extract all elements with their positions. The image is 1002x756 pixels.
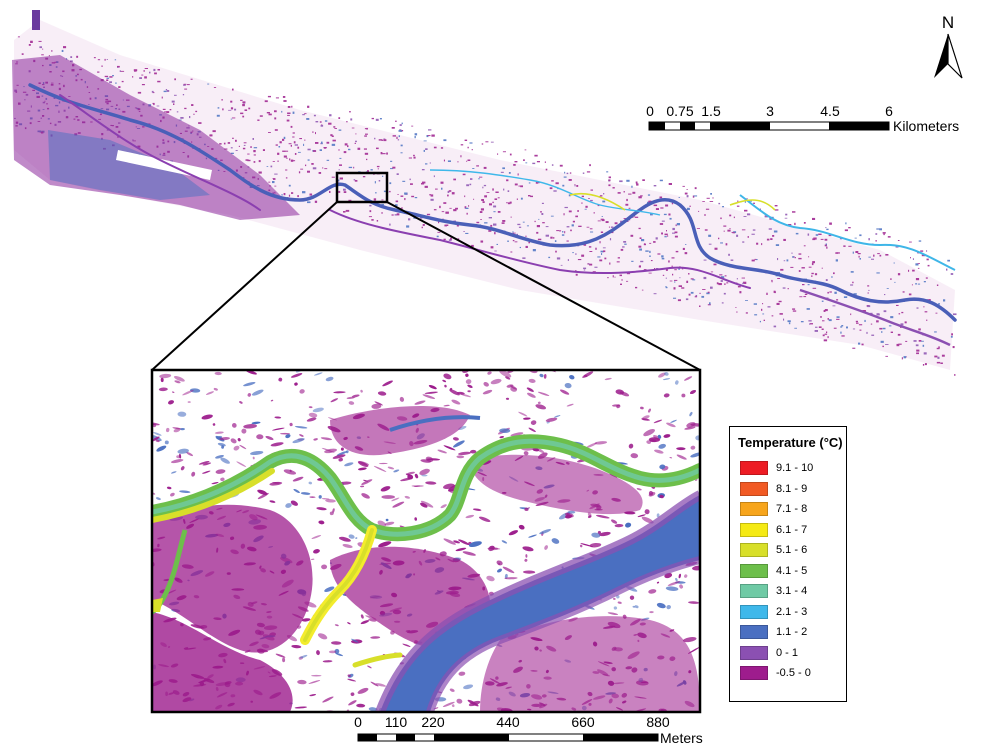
overview-west-block-blue xyxy=(48,130,210,200)
overview-secondary-channel xyxy=(59,94,751,289)
legend-item: 6.1 - 7 xyxy=(738,520,846,541)
legend-swatch xyxy=(740,584,768,599)
overview-main-channel xyxy=(28,83,957,322)
inset-map xyxy=(150,368,702,714)
inset-patch-2 xyxy=(152,612,293,712)
legend-label: 2.1 - 3 xyxy=(776,605,808,618)
inset-frame xyxy=(150,368,702,714)
legend-label: 3.1 - 4 xyxy=(776,585,808,598)
overview-yellow-channel xyxy=(569,192,776,211)
scalebar-tick-label: 4.5 xyxy=(820,103,840,119)
inset-leader-left xyxy=(151,201,338,371)
north-arrow-icon xyxy=(934,34,948,78)
legend-item: 9.1 - 10 xyxy=(738,458,846,479)
scalebar-tick-label: 220 xyxy=(421,714,445,730)
overview-east-lower-channel xyxy=(799,288,951,347)
inset-scalebar: 0 110 220 440 660 880 Meters xyxy=(354,714,703,746)
legend-swatch xyxy=(740,481,768,496)
legend-label: 0 - 1 xyxy=(776,646,799,659)
legend-label: -0.5 - 0 xyxy=(776,667,811,680)
legend-item: 0 - 1 xyxy=(738,643,846,664)
temperature-legend: Temperature (°C) 9.1 - 10 8.1 - 9 7.1 - 8 6… xyxy=(729,426,847,702)
legend-item: 3.1 - 4 xyxy=(738,581,846,602)
north-arrow: N xyxy=(934,13,963,79)
legend-item: -0.5 - 0 xyxy=(738,663,846,684)
inset-scalebar-unit: Meters xyxy=(660,730,703,746)
north-label: N xyxy=(942,13,954,32)
inset-patch-1 xyxy=(152,504,313,653)
legend-swatch xyxy=(740,502,768,517)
legend-label: 8.1 - 9 xyxy=(776,482,808,495)
inset-patch-6 xyxy=(480,616,700,712)
legend-item: 8.1 - 9 xyxy=(738,479,846,500)
legend-label: 4.1 - 5 xyxy=(776,564,808,577)
legend-swatch xyxy=(740,543,768,558)
legend-item: 7.1 - 8 xyxy=(738,499,846,520)
inset-yellow-side xyxy=(352,652,403,668)
legend-item: 4.1 - 5 xyxy=(738,561,846,582)
scalebar-tick-label: 660 xyxy=(571,714,595,730)
overview-small-block xyxy=(32,10,40,30)
legend-swatch xyxy=(740,522,768,537)
legend-label: 1.1 - 2 xyxy=(776,626,808,639)
legend-title: Temperature (°C) xyxy=(738,435,843,450)
scalebar-tick-label: 0 xyxy=(646,103,654,119)
scalebar-tick-label: 6 xyxy=(885,103,893,119)
legend-label: 9.1 - 10 xyxy=(776,462,814,475)
legend-label: 6.1 - 7 xyxy=(776,523,808,536)
scalebar-tick-label: 440 xyxy=(496,714,520,730)
legend-swatch xyxy=(740,666,768,681)
legend-items: 9.1 - 10 8.1 - 9 7.1 - 8 6.1 - 7 5.1 - 6 4.1 … xyxy=(738,458,846,684)
inset-leader-right xyxy=(386,201,701,371)
legend-item: 5.1 - 6 xyxy=(738,540,846,561)
inset-patch-5 xyxy=(470,454,643,515)
overview-inset-locator xyxy=(335,171,389,204)
legend-swatch xyxy=(740,563,768,578)
scalebar-tick-label: 110 xyxy=(385,714,408,730)
legend-swatch xyxy=(740,461,768,476)
scalebar-tick-label: 0 xyxy=(354,714,362,730)
scalebar-tick-label: 1.5 xyxy=(701,103,721,119)
overview-map xyxy=(12,10,957,376)
overview-east-channel xyxy=(739,194,956,271)
legend-swatch xyxy=(740,625,768,640)
overview-scalebar-unit: Kilometers xyxy=(893,118,959,134)
legend-item: 1.1 - 2 xyxy=(738,622,846,643)
legend-label: 5.1 - 6 xyxy=(776,544,808,557)
scalebar-tick-label: 0.75 xyxy=(666,103,693,119)
legend-label: 7.1 - 8 xyxy=(776,503,808,516)
legend-item: 2.1 - 3 xyxy=(738,602,846,623)
legend-swatch xyxy=(740,604,768,619)
overview-scalebar: 0 0.75 1.5 3 4.5 6 Kilometers xyxy=(646,103,959,134)
legend-swatch xyxy=(740,645,768,660)
scalebar-tick-label: 880 xyxy=(646,714,670,730)
scalebar-tick-label: 3 xyxy=(766,103,774,119)
